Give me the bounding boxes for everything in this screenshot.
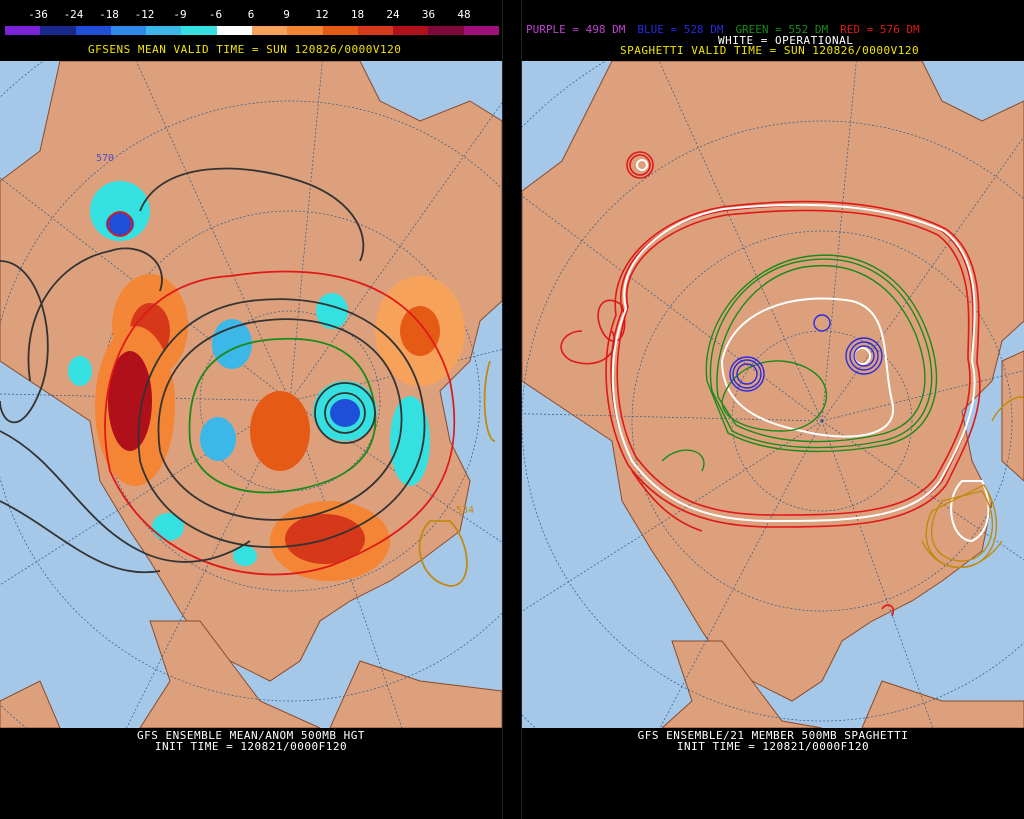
scale-label: -12 bbox=[134, 8, 155, 21]
scale-label: -24 bbox=[63, 8, 84, 21]
legend-operational: WHITE = OPERATIONAL bbox=[718, 34, 854, 47]
colorbar-swatch bbox=[181, 26, 217, 35]
colorbar-swatch bbox=[287, 26, 323, 35]
anomaly-colorbar bbox=[4, 25, 500, 36]
right-land bbox=[522, 61, 1024, 728]
colorbar-swatch bbox=[110, 26, 147, 35]
right-map bbox=[522, 61, 1024, 728]
spaghetti-panel: PURPLE = 498 DM BLUE = 528 DM GREEN = 552 … bbox=[522, 0, 1024, 819]
spaghetti-green bbox=[661, 254, 938, 472]
colorbar-swatch bbox=[251, 26, 288, 35]
colorbar-swatch bbox=[463, 26, 499, 35]
legend-red: RED = 576 DM bbox=[840, 23, 920, 36]
scale-label: 48 bbox=[457, 8, 471, 21]
scale-label: 12 bbox=[315, 8, 329, 21]
right-footer-title: GFS ENSEMBLE/21 MEMBER 500MB SPAGHETTI bbox=[637, 729, 909, 742]
right-valid-time: SPAGHETTI VALID TIME = SUN 120826/0000V1… bbox=[620, 44, 920, 57]
scale-label: 36 bbox=[421, 8, 436, 21]
colorbar-swatch bbox=[322, 26, 358, 35]
left-valid-time: GFSENS MEAN VALID TIME = SUN 120826/0000… bbox=[88, 43, 402, 56]
spaghetti-blue bbox=[729, 314, 883, 392]
left-contours bbox=[0, 167, 496, 587]
scale-label: 24 bbox=[386, 8, 400, 21]
colorbar-swatch bbox=[428, 26, 464, 35]
left-land bbox=[0, 61, 502, 728]
scale-label: -36 bbox=[28, 8, 48, 21]
spaghetti-gold bbox=[921, 396, 1024, 568]
right-map-svg bbox=[522, 61, 1024, 728]
scale-label: 18 bbox=[350, 8, 365, 21]
left-footer-title: GFS ENSEMBLE MEAN/ANOM 500MB HGT bbox=[137, 729, 365, 742]
ensemble-mean-panel: -36 -24 -18 -12 -9 -6 6 9 12 18 24 36 48 GFSENS MEAN… bbox=[0, 0, 502, 819]
scale-label: -18 bbox=[99, 8, 119, 21]
left-map: 570 534 bbox=[0, 61, 502, 728]
legend-green: GREEN = 552 DM bbox=[735, 23, 829, 36]
spaghetti-white bbox=[611, 159, 990, 543]
colorbar-swatch bbox=[40, 26, 76, 35]
colorbar-swatch bbox=[5, 26, 41, 35]
right-footer-init: INIT TIME = 120821/0000F120 bbox=[676, 740, 870, 753]
spaghetti-legend: PURPLE = 498 DM BLUE = 528 DM GREEN = 552 … bbox=[522, 23, 1024, 36]
scale-label: -9 bbox=[173, 8, 187, 21]
scale-label: 6 bbox=[247, 8, 255, 21]
legend-purple: PURPLE = 498 DM bbox=[526, 23, 626, 36]
legend-blue: BLUE = 528 DM bbox=[637, 23, 724, 36]
contour-label-570: 570 bbox=[96, 153, 114, 164]
colorbar-swatch bbox=[393, 26, 429, 35]
anomaly-scale-labels: -36 -24 -18 -12 -9 -6 6 9 12 18 24 36 48 bbox=[0, 8, 502, 22]
scale-label: 9 bbox=[283, 8, 290, 21]
panel-divider bbox=[502, 0, 522, 819]
scale-label: -6 bbox=[208, 8, 223, 21]
contour-label-534: 534 bbox=[456, 505, 474, 516]
left-map-svg: 570 534 bbox=[0, 61, 502, 728]
colorbar-swatch bbox=[146, 26, 182, 35]
left-footer-init: INIT TIME = 120821/0000F120 bbox=[154, 740, 348, 753]
colorbar-swatch bbox=[75, 26, 111, 35]
colorbar-swatch bbox=[357, 26, 394, 35]
colorbar-swatch bbox=[216, 26, 252, 35]
